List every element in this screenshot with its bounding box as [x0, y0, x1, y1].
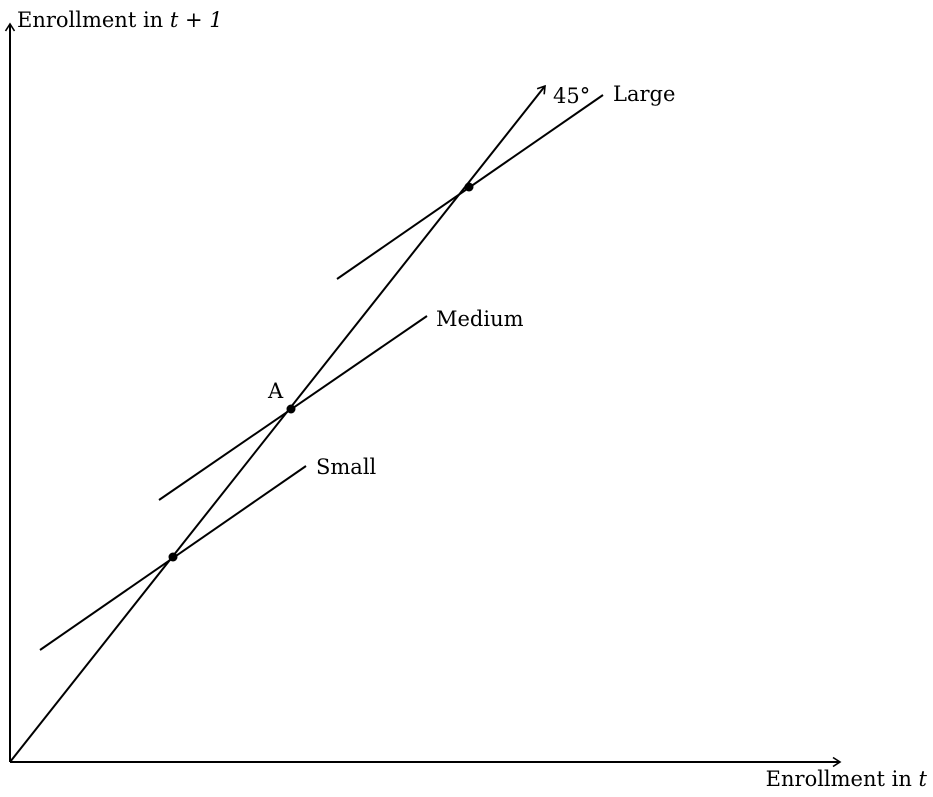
y-axis-label: Enrollment in t + 1	[17, 8, 223, 32]
x-axis-label-math: t	[919, 767, 928, 791]
small-label: Small	[316, 455, 377, 479]
small-intersection-point	[168, 552, 178, 562]
y-axis-label-math: t + 1	[170, 8, 223, 32]
x-axis-label-text: Enrollment in	[766, 767, 919, 791]
medium-label: Medium	[436, 307, 524, 331]
point-a	[286, 404, 296, 414]
forty-five-degree-line	[9, 84, 546, 763]
diagonal-label: 45°	[553, 84, 590, 108]
large-intersection-point	[464, 182, 474, 192]
x-axis-label: Enrollment in t	[766, 767, 928, 791]
point-a-label: A	[267, 379, 284, 403]
large-label: Large	[613, 82, 675, 106]
y-axis-label-text: Enrollment in	[17, 8, 170, 32]
